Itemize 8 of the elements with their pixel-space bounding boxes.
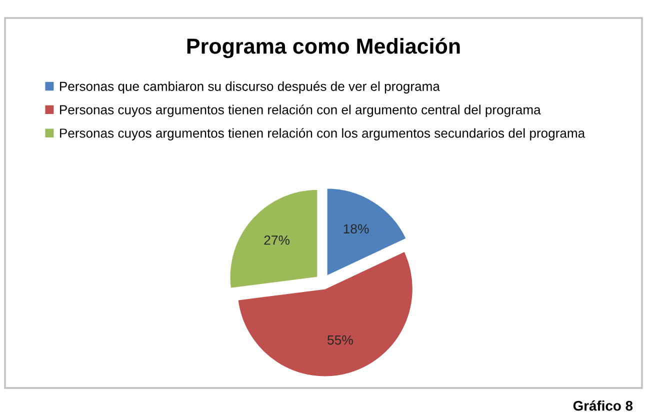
- data-label: 55%: [328, 335, 353, 345]
- data-label: 18%: [344, 224, 369, 234]
- text: Gráfico 8: [573, 400, 633, 411]
- chart-title: Programa como Mediación: [187, 38, 460, 58]
- legend-label: Personas cuyos argumentos tienen relación con los argumentos secundarios del programa: [60, 128, 586, 140]
- legend-label: Personas cuyos argumentos tienen relación con el argumento central del programa: [60, 104, 541, 117]
- data-label: 27%: [264, 235, 290, 245]
- legend-label: Personas que cambiaron su discurso después de ver el programa: [60, 81, 440, 94]
